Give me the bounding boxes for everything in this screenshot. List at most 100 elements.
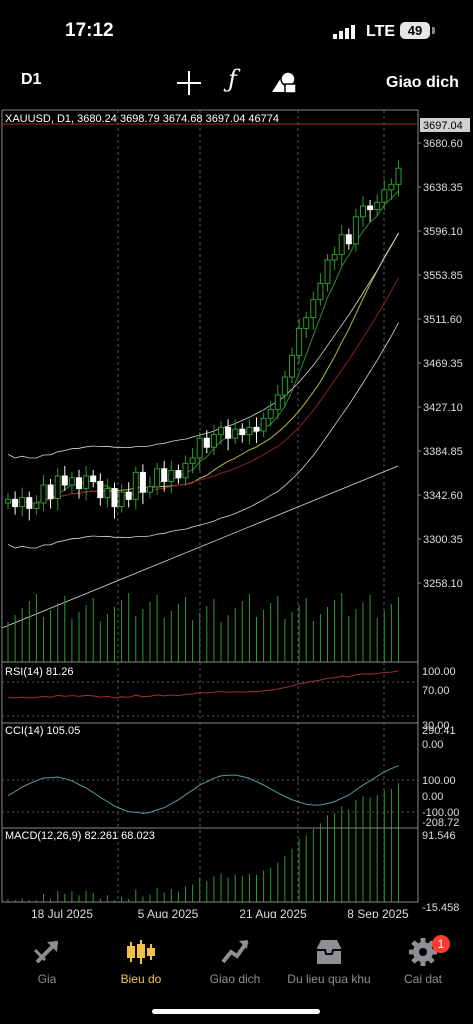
function-icon[interactable]: ƒ	[228, 65, 237, 93]
candle-body	[225, 426, 232, 439]
candle-body	[47, 484, 54, 499]
candle-body	[168, 470, 175, 482]
cci-level-label: 290.41	[422, 725, 456, 737]
current-price-box	[420, 118, 470, 132]
candle-body	[260, 417, 267, 432]
band-lower-line	[7, 322, 399, 549]
rsi-level-label: 0.00	[422, 739, 443, 751]
price-axis-label: 3596.10	[423, 226, 463, 238]
candle-body	[296, 327, 303, 356]
tab-trade[interactable]: Giao dich	[188, 930, 282, 990]
date-axis-label: 21 Aug 2025	[239, 907, 307, 918]
tab-bar: Gia Bieu do Giao dich Du lieu qua khu	[0, 930, 473, 990]
chart-info: XAUUSD, D1, 3680.24 3698.79 3674.68 3697…	[5, 113, 279, 125]
candle-body	[132, 471, 139, 500]
candle-body	[281, 376, 288, 396]
candle-body	[239, 428, 246, 436]
candle-body	[189, 457, 196, 464]
candle-body	[104, 488, 111, 499]
tab-settings-label: Cai dat	[403, 972, 443, 986]
candle-body	[83, 475, 90, 490]
candle-body	[196, 437, 203, 459]
home-indicator	[152, 1009, 320, 1014]
candle-body	[232, 428, 239, 439]
price-axis-label: 3511.60	[423, 314, 462, 326]
macd-level-label: 91.546	[422, 830, 456, 842]
candle-body	[76, 477, 82, 490]
candle-body	[54, 475, 61, 499]
price-axis-label: 3553.85	[423, 270, 463, 282]
signal-icon	[333, 25, 355, 39]
cci-line	[7, 765, 399, 814]
current-price-label: 3697.04	[423, 120, 463, 132]
tab-chart[interactable]: Bieu do	[94, 930, 188, 990]
candle-body	[203, 437, 210, 448]
candle-body	[331, 254, 338, 261]
tab-quotes[interactable]: Gia	[0, 930, 94, 990]
tab-history-label: Du lieu qua khu	[287, 972, 371, 986]
candle-body	[267, 408, 274, 419]
rsi-level-label: 100.00	[422, 666, 456, 678]
candle-body	[12, 498, 19, 508]
candle-body	[303, 317, 310, 329]
macd-level-label: -15.458	[422, 902, 459, 914]
candle-body	[210, 434, 217, 448]
candle-body	[395, 167, 402, 185]
candle-body	[40, 484, 47, 504]
candle-body	[111, 488, 118, 508]
price-axis-label: 3300.35	[423, 534, 463, 546]
candle-body	[218, 426, 224, 436]
candle-body	[253, 426, 260, 432]
candle-body	[139, 471, 146, 493]
candle-body	[175, 470, 182, 479]
date-axis-label: 8 Sep 2025	[347, 907, 409, 918]
date-axis-label: 5 Aug 2025	[138, 907, 199, 918]
rsi-label: RSI(14) 81.26	[5, 666, 73, 678]
candle-body	[90, 475, 97, 482]
ma-slow-line	[7, 277, 399, 504]
candle-body	[367, 205, 374, 211]
chart-candles-icon	[127, 940, 155, 964]
settings-icon	[409, 938, 437, 966]
candle-body	[310, 299, 317, 319]
cci-level-label: -208.72	[422, 817, 459, 829]
candle-body	[381, 189, 388, 203]
network-type: LTE	[366, 23, 396, 40]
chart-canvas[interactable]: XAUUSD, D1, 3680.24 3698.79 3674.68 3697…	[0, 108, 473, 921]
candle-body	[61, 475, 68, 486]
quotes-icon	[33, 940, 59, 964]
candle-body	[118, 491, 125, 508]
trade-button[interactable]: Giao dich	[386, 74, 459, 91]
candle-body	[324, 259, 331, 284]
period-selector[interactable]: D1	[21, 71, 42, 88]
trade-icon	[221, 940, 249, 964]
tab-settings[interactable]: 1 Cai dat	[376, 930, 470, 990]
candle-body	[274, 394, 281, 410]
candle-body	[182, 462, 189, 479]
trend-line	[1, 465, 399, 629]
price-axis-label: 3469.35	[423, 358, 463, 370]
candle-body	[97, 480, 104, 499]
candle-body	[5, 498, 11, 504]
candle-body	[161, 468, 168, 482]
macd-label: MACD(12,26,9) 82.261 68.023	[5, 830, 155, 842]
candle-body	[68, 477, 75, 486]
cci-level-label: -100.00	[422, 807, 459, 819]
ma-mid-line	[7, 233, 399, 504]
cci-level-label: 0.00	[422, 791, 443, 803]
price-axis-label: 3258.10	[423, 578, 463, 590]
status-time: 17:12	[65, 20, 114, 41]
candle-body	[388, 183, 395, 191]
band-upper-line	[7, 232, 399, 459]
candle-body	[26, 497, 33, 509]
candle-body	[147, 486, 153, 493]
price-axis-label: 3680.60	[423, 138, 463, 150]
price-chart[interactable]: XAUUSD, D1, 3680.24 3698.79 3674.68 3697…	[0, 108, 473, 921]
crosshair-icon[interactable]	[177, 71, 201, 95]
shapes-icon[interactable]	[271, 70, 297, 94]
tab-history[interactable]: Du lieu qua khu	[282, 930, 376, 990]
candle-body	[345, 234, 352, 245]
candle-body	[352, 216, 359, 245]
battery-level: 49	[400, 22, 430, 39]
tab-trade-label: Giao dich	[209, 972, 261, 986]
